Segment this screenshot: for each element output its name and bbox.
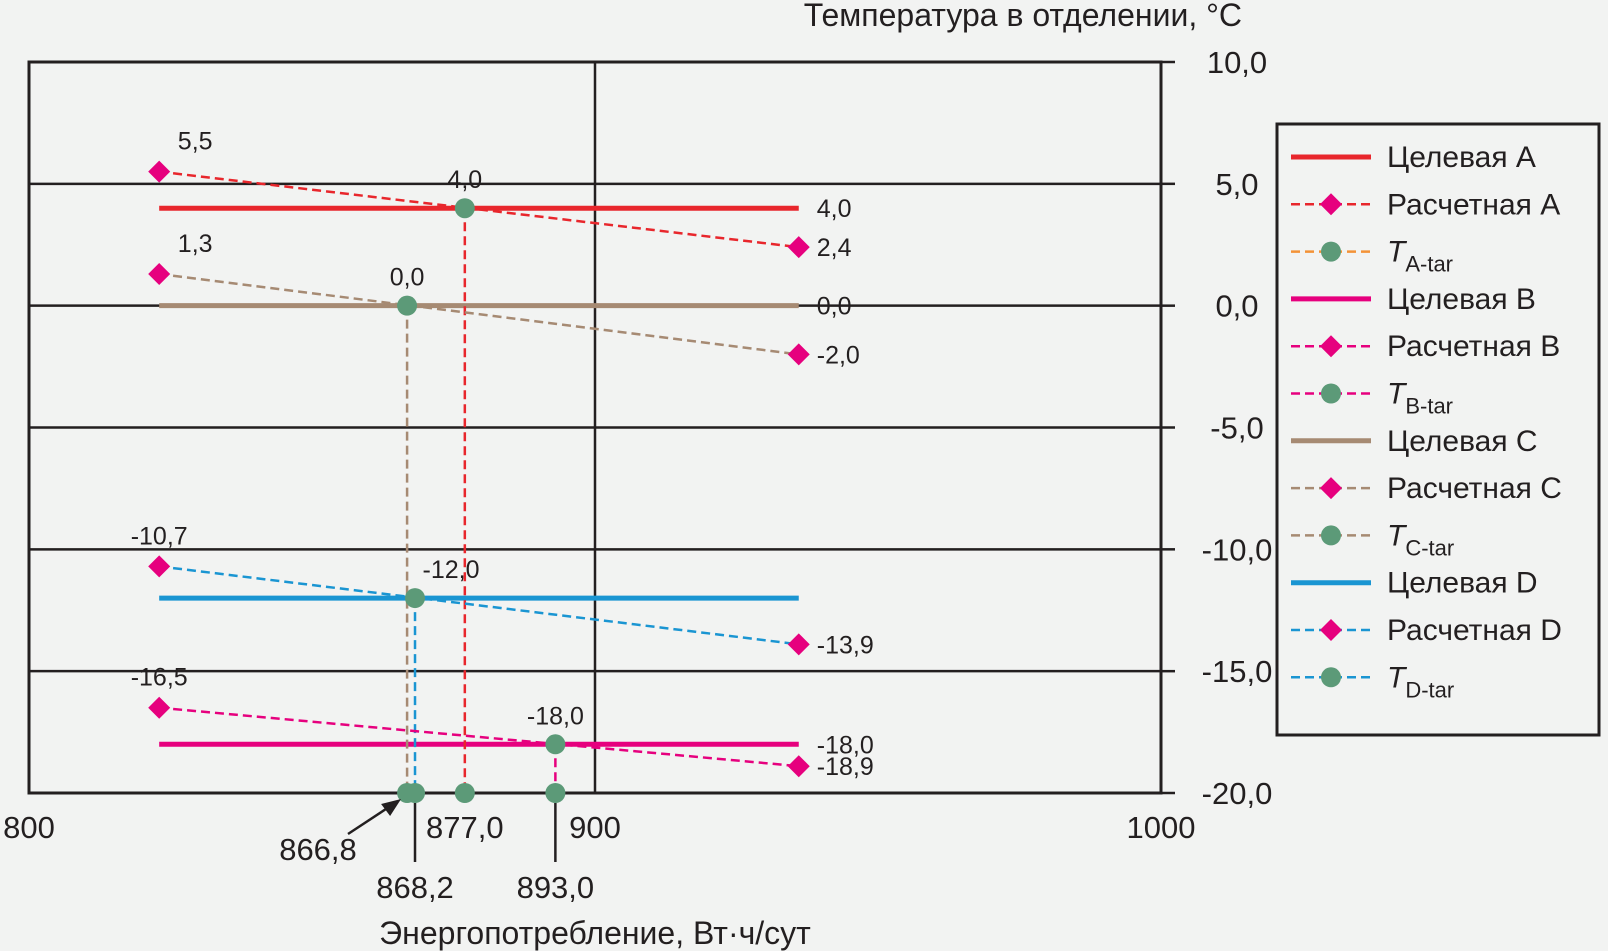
label-layer: 5,5 2,4 -16,5 -18,9 1,3 -2,0 -10,7 -13,9 4,0 4,0 -… <box>131 128 874 905</box>
legend-label: Расчетная B <box>1387 330 1560 363</box>
legend-label: Расчетная A <box>1387 188 1560 221</box>
intersection-label-d: -12,0 <box>423 556 480 584</box>
legend-diamond-marker <box>1320 335 1342 358</box>
calc-label-a: 2,4 <box>817 234 852 262</box>
legend-circle-marker <box>1321 525 1341 546</box>
target-label-a: 4,0 <box>817 195 852 223</box>
calc-point-a <box>787 236 810 259</box>
legend-circle-marker <box>1321 383 1341 404</box>
y-tick-label: -15,0 <box>1202 654 1273 689</box>
calc-label-c: 1,3 <box>178 230 213 258</box>
calc-point-a <box>148 160 171 183</box>
target-label-b: -18,0 <box>817 731 874 759</box>
x-annotation-866-8: 866,8 <box>279 832 357 867</box>
legend-circle-marker <box>1321 667 1341 688</box>
legend: Целевая A Расчетная A TA-tar Целевая B Расче… <box>1275 122 1601 737</box>
calc-label-b: -16,5 <box>131 664 188 692</box>
annotation-arrow-head <box>381 799 402 816</box>
legend-diamond-marker <box>1320 193 1342 216</box>
x-axis-title: Энергопотребление, Вт·ч/сут <box>379 915 811 951</box>
legend-diamond-marker <box>1320 619 1342 641</box>
calc-point-c <box>148 262 171 285</box>
series-layer <box>148 160 810 803</box>
y-tick-label: -20,0 <box>1202 776 1273 811</box>
calc-point-d <box>148 555 171 578</box>
legend-diamond-marker <box>1320 477 1342 500</box>
calc-label-a: 5,5 <box>178 128 213 156</box>
y-axis-title: Температура в отделении, °C <box>804 0 1242 33</box>
calc-label-d: -10,7 <box>131 522 188 550</box>
axis-point-b <box>545 783 566 803</box>
x-tick-label: 1000 <box>1127 810 1196 845</box>
calc-line-c <box>159 272 799 356</box>
x-annotation-893-0: 893,0 <box>517 870 595 905</box>
axis-layer: 10,0 5,0 0,0 -5,0 -10,0 -15,0 -20,0 800 900 1000 Т… <box>3 0 1272 951</box>
x-annotation-877-0: 877,0 <box>426 810 504 845</box>
y-tick-label: -10,0 <box>1202 532 1273 567</box>
y-tick-label: 10,0 <box>1207 45 1267 80</box>
x-tick-label: 800 <box>3 810 55 845</box>
intersection-point-b <box>545 734 566 755</box>
calc-label-b: -18,9 <box>817 753 874 781</box>
legend-circle-marker <box>1321 241 1341 262</box>
calc-line-d <box>159 565 799 646</box>
calc-point-c <box>787 343 810 366</box>
legend-label: Целевая B <box>1387 283 1536 316</box>
calc-label-c: -2,0 <box>817 341 860 369</box>
intersection-label-a: 4,0 <box>447 166 482 194</box>
y-tick-label: -5,0 <box>1210 411 1263 446</box>
calc-point-d <box>787 633 810 656</box>
x-annotation-868-2: 868,2 <box>376 870 454 905</box>
calc-point-b <box>787 755 810 778</box>
legend-label: Целевая A <box>1387 141 1536 174</box>
x-tick-label: 900 <box>569 810 621 845</box>
axis-point-a <box>454 783 475 803</box>
legend-label: Целевая D <box>1387 567 1538 600</box>
legend-label: Целевая C <box>1387 425 1538 458</box>
legend-label: TD-tar <box>1387 661 1454 702</box>
legend-label: TA-tar <box>1387 236 1453 277</box>
grid-layer <box>27 60 1163 795</box>
intersection-label-c: 0,0 <box>390 264 425 292</box>
legend-label: TC-tar <box>1387 519 1454 560</box>
y-tick-label: 5,0 <box>1215 167 1258 202</box>
calc-line-a <box>159 170 799 249</box>
intersection-point-c <box>397 295 418 316</box>
legend-label: TB-tar <box>1387 378 1453 419</box>
calc-point-b <box>148 696 171 719</box>
axis-point-d <box>405 783 426 803</box>
intersection-label-b: -18,0 <box>527 702 584 730</box>
calc-line-b <box>159 706 799 768</box>
intersection-point-d <box>405 588 426 609</box>
intersection-point-a <box>454 198 475 219</box>
target-label-c: 0,0 <box>817 293 852 321</box>
legend-label: Расчетная D <box>1387 614 1562 647</box>
y-tick-label: 0,0 <box>1215 289 1258 324</box>
calc-label-d: -13,9 <box>817 631 874 659</box>
legend-label: Расчетная C <box>1387 472 1562 505</box>
